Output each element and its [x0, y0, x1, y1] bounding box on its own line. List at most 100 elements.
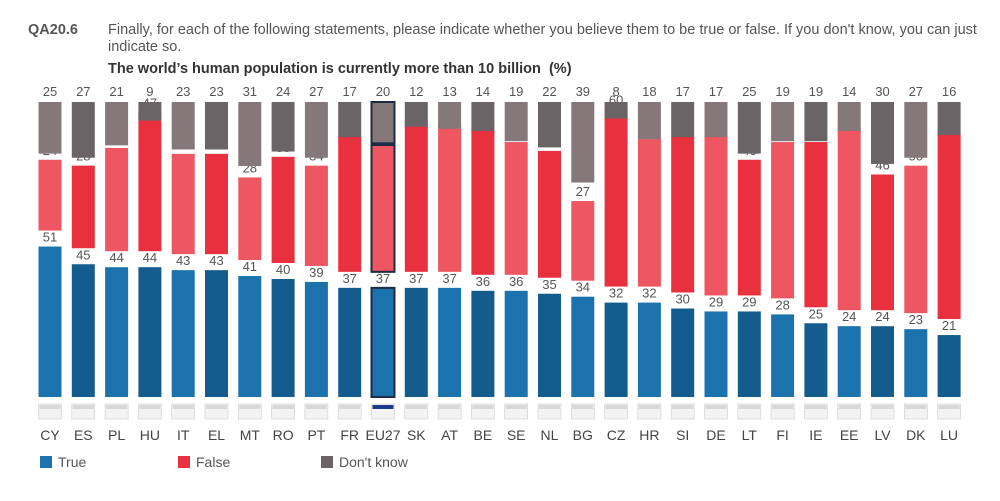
bar-true-it: [171, 270, 195, 397]
bar-dont-know-mt: [238, 102, 262, 167]
flag-band-eu27: [372, 405, 394, 409]
bar-true-cy: [38, 246, 62, 397]
x-tick-label-hr: HR: [639, 427, 659, 443]
label-true-eu27: 37: [376, 271, 390, 286]
flag-band-es: [72, 405, 94, 409]
legend-label-dont-know: Don't know: [339, 454, 408, 470]
bar-false-hu: [138, 112, 162, 252]
legend-swatch-false: [178, 456, 190, 468]
flag-band-at: [439, 405, 461, 409]
flag-band-el: [206, 405, 227, 409]
bar-true-pt: [304, 281, 328, 397]
bar-dont-know-lu: [937, 102, 961, 136]
label-true-cz: 32: [609, 286, 623, 301]
label-dont-know-dk: 27: [909, 84, 923, 99]
bar-false-pt: [304, 165, 328, 266]
label-dont-know-el: 23: [209, 84, 223, 99]
bar-dont-know-fr: [338, 102, 362, 138]
x-tick-label-de: DE: [706, 427, 725, 443]
label-true-hu: 44: [143, 250, 157, 265]
label-dont-know-lv: 30: [875, 84, 889, 99]
label-dont-know-be: 14: [476, 84, 490, 99]
legend: True False Don't know: [40, 454, 640, 474]
flag-band-de: [705, 405, 727, 409]
bar-true-el: [205, 270, 228, 397]
label-true-es: 45: [76, 247, 90, 262]
bar-dont-know-si: [671, 102, 695, 138]
label-false-bg: 27: [576, 184, 590, 199]
legend-swatch-dont-know: [321, 456, 333, 468]
label-dont-know-ro: 24: [276, 84, 290, 99]
flag-band-bg: [572, 405, 594, 409]
bar-true-fr: [338, 287, 362, 397]
label-true-de: 29: [709, 294, 723, 309]
bar-dont-know-fi: [771, 102, 795, 142]
label-dont-know-hu: 9: [146, 84, 153, 99]
subtitle-unit: (%): [548, 61, 572, 77]
bar-dont-know-eu27: [370, 101, 396, 145]
bar-dont-know-sk: [404, 102, 428, 127]
bar-dont-know-it: [171, 102, 195, 150]
bar-true-mt: [238, 276, 262, 397]
flag-band-lt: [738, 405, 760, 409]
label-true-fi: 28: [775, 297, 789, 312]
label-true-be: 36: [476, 274, 490, 289]
bar-true-sk: [404, 287, 428, 397]
bar-true-ie: [804, 323, 828, 397]
label-true-el: 43: [209, 253, 223, 268]
flag-band-si: [672, 405, 694, 409]
flag-band-fi: [772, 405, 794, 409]
bar-false-cz: [604, 109, 628, 287]
bar-true-dk: [904, 329, 928, 397]
label-true-pt: 39: [309, 265, 323, 280]
bar-false-at: [438, 124, 462, 272]
x-tick-label-si: SI: [676, 427, 689, 443]
label-true-dk: 23: [909, 312, 923, 327]
bar-true-fi: [771, 314, 795, 397]
bar-false-sk: [404, 121, 428, 272]
label-dont-know-cy: 25: [43, 84, 57, 99]
label-true-it: 43: [176, 253, 190, 268]
label-dont-know-pt: 27: [309, 84, 323, 99]
bar-false-se: [504, 142, 528, 275]
bar-false-nl: [538, 150, 561, 278]
bar-true-at: [438, 287, 462, 397]
bar-false-cy: [38, 159, 62, 231]
label-true-cy: 51: [43, 230, 57, 245]
label-true-ro: 40: [276, 262, 290, 277]
bar-false-be: [471, 127, 495, 275]
bar-dont-know-es: [71, 102, 95, 158]
label-dont-know-fr: 17: [342, 84, 356, 99]
bar-false-si: [671, 136, 695, 293]
x-tick-label-at: AT: [441, 427, 458, 443]
x-tick-label-it: IT: [177, 427, 190, 443]
x-tick-label-mt: MT: [240, 427, 261, 443]
bar-false-lt: [737, 159, 761, 296]
bar-true-es: [71, 264, 95, 397]
bar-false-ie: [804, 142, 828, 308]
flag-band-lu: [938, 405, 960, 409]
x-tick-label-bg: BG: [573, 427, 593, 443]
flag-band-it: [172, 405, 194, 409]
bar-false-de: [704, 136, 728, 296]
bar-false-eu27: [370, 144, 396, 273]
bar-dont-know-de: [704, 102, 728, 138]
x-tick-label-cz: CZ: [607, 427, 626, 443]
label-true-hr: 32: [642, 286, 656, 301]
bar-true-pl: [105, 267, 129, 397]
bar-false-pl: [105, 147, 129, 252]
bar-dont-know-at: [438, 102, 462, 129]
bar-true-lv: [871, 326, 894, 397]
bar-true-cz: [604, 302, 628, 397]
bar-false-lv: [871, 174, 894, 311]
x-tick-label-eu27: EU27: [365, 427, 400, 443]
bar-true-si: [671, 308, 695, 397]
question-code: QA20.6: [28, 22, 78, 38]
bar-true-eu27: [370, 286, 396, 399]
bar-dont-know-pl: [105, 102, 129, 146]
flag-band-sk: [405, 405, 427, 409]
flag-band-pl: [106, 405, 128, 409]
label-true-sk: 37: [409, 271, 423, 286]
x-tick-label-pl: PL: [108, 427, 125, 443]
